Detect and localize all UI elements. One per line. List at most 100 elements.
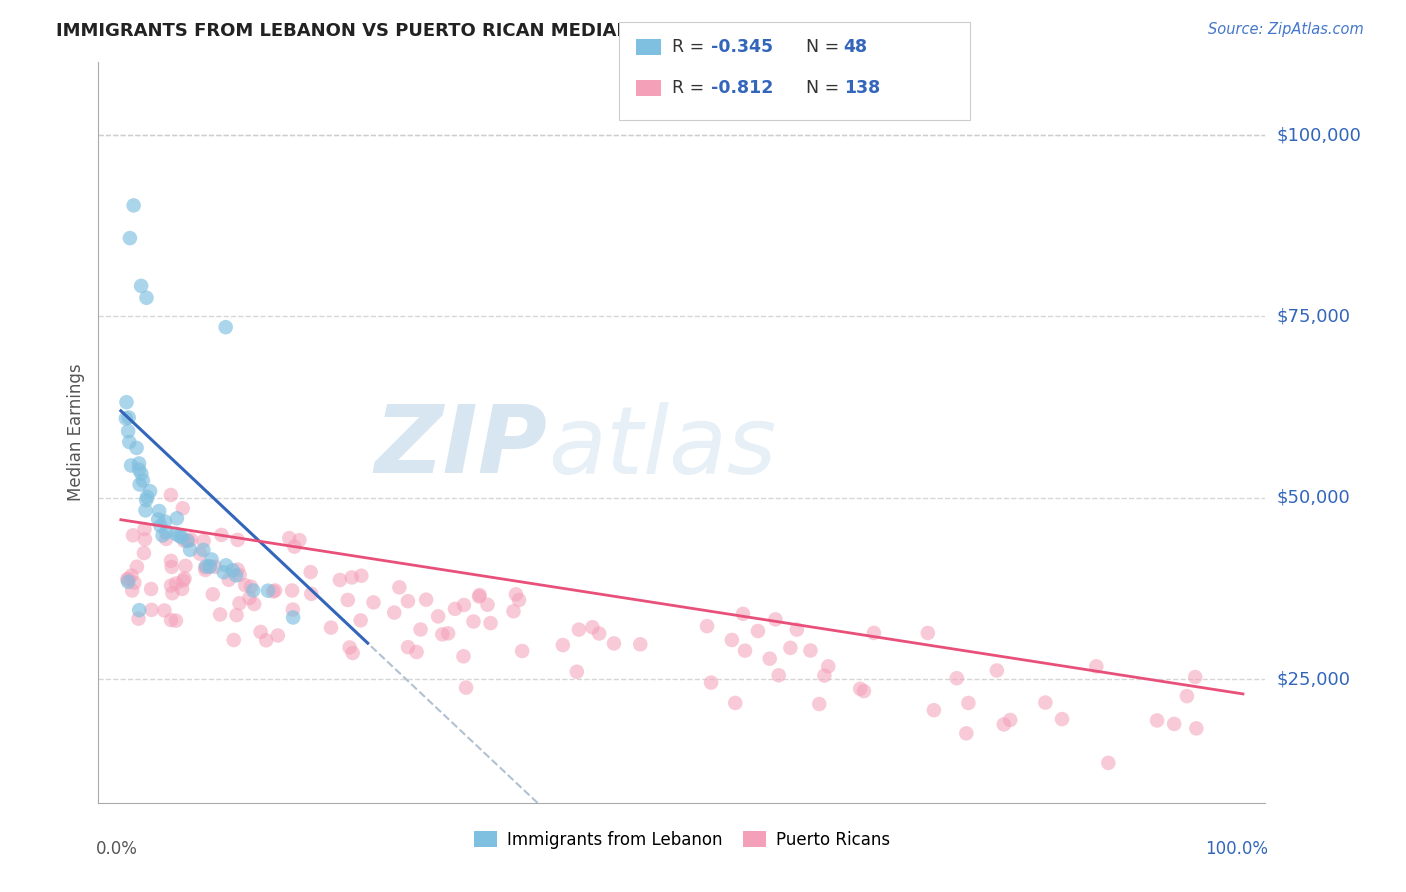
Point [336, 593, 359, 607]
Point [139, 484, 162, 499]
Point [765, 612, 787, 626]
Point [128, 612, 150, 626]
Point [233, 578, 256, 592]
Text: Source: ZipAtlas.com: Source: ZipAtlas.com [1208, 22, 1364, 37]
Point [128, 477, 150, 491]
Point [700, 675, 723, 690]
Point [198, 559, 221, 574]
Point [193, 542, 215, 557]
Text: 48: 48 [844, 38, 868, 56]
Point [1163, 717, 1185, 731]
Point [195, 559, 218, 574]
Text: IMMIGRANTS FROM LEBANON VS PUERTO RICAN MEDIAN EARNINGS CORRELATION CHART: IMMIGRANTS FROM LEBANON VS PUERTO RICAN … [56, 22, 963, 40]
Point [477, 598, 499, 612]
Point [508, 593, 530, 607]
Point [160, 488, 183, 502]
Point [510, 644, 533, 658]
Point [162, 586, 184, 600]
Point [1035, 696, 1057, 710]
Point [148, 504, 170, 518]
Point [409, 623, 432, 637]
Point [396, 594, 419, 608]
Point [160, 554, 183, 568]
Point [169, 529, 191, 543]
Point [721, 632, 744, 647]
Point [993, 717, 1015, 731]
Point [173, 533, 195, 548]
Point [166, 511, 188, 525]
Point [468, 588, 491, 602]
Point [734, 643, 756, 657]
Point [135, 493, 157, 508]
Point [917, 626, 939, 640]
Point [581, 620, 603, 634]
Point [194, 563, 217, 577]
Point [180, 533, 202, 547]
Point [454, 681, 477, 695]
Point [568, 623, 591, 637]
Point [262, 584, 284, 599]
Point [160, 579, 183, 593]
Point [957, 696, 980, 710]
Point [1000, 713, 1022, 727]
Point [118, 435, 141, 450]
Point [257, 583, 280, 598]
Point [340, 570, 363, 584]
Point [396, 640, 419, 654]
Point [172, 582, 194, 596]
Point [238, 591, 260, 605]
Point [813, 668, 835, 682]
Point [177, 533, 200, 548]
Point [134, 533, 156, 547]
Point [115, 395, 138, 409]
Point [628, 637, 651, 651]
Point [747, 624, 769, 638]
Point [281, 602, 304, 616]
Point [405, 645, 427, 659]
Text: 100.0%: 100.0% [1205, 840, 1268, 858]
Point [1185, 722, 1208, 736]
Point [799, 643, 821, 657]
Text: ZIP: ZIP [375, 401, 548, 493]
Point [278, 531, 301, 545]
Point [209, 607, 232, 622]
Point [786, 623, 808, 637]
Point [153, 515, 176, 529]
Point [427, 609, 450, 624]
Point [1184, 670, 1206, 684]
Point [1175, 689, 1198, 703]
Point [155, 525, 177, 540]
Point [124, 575, 146, 590]
Point [228, 568, 250, 582]
Point [1146, 714, 1168, 728]
Point [160, 560, 183, 574]
Text: -0.345: -0.345 [711, 38, 773, 56]
Point [849, 681, 872, 696]
Point [768, 668, 790, 682]
Point [299, 565, 322, 579]
Point [1085, 659, 1108, 673]
Point [349, 613, 371, 627]
Point [551, 638, 574, 652]
Point [588, 626, 610, 640]
Text: $75,000: $75,000 [1277, 308, 1351, 326]
Point [319, 621, 342, 635]
Point [222, 633, 245, 648]
Point [128, 457, 150, 471]
Point [193, 533, 215, 548]
Point [225, 568, 247, 582]
Point [134, 522, 156, 536]
Point [281, 583, 304, 598]
Point [382, 606, 405, 620]
Point [129, 279, 152, 293]
Point [128, 462, 150, 476]
Y-axis label: Median Earnings: Median Earnings [67, 364, 86, 501]
Point [118, 231, 141, 245]
Point [453, 649, 475, 664]
Point [131, 467, 153, 481]
Point [122, 198, 145, 212]
Point [817, 659, 839, 673]
Point [922, 703, 945, 717]
Point [226, 563, 249, 577]
Point [779, 640, 801, 655]
